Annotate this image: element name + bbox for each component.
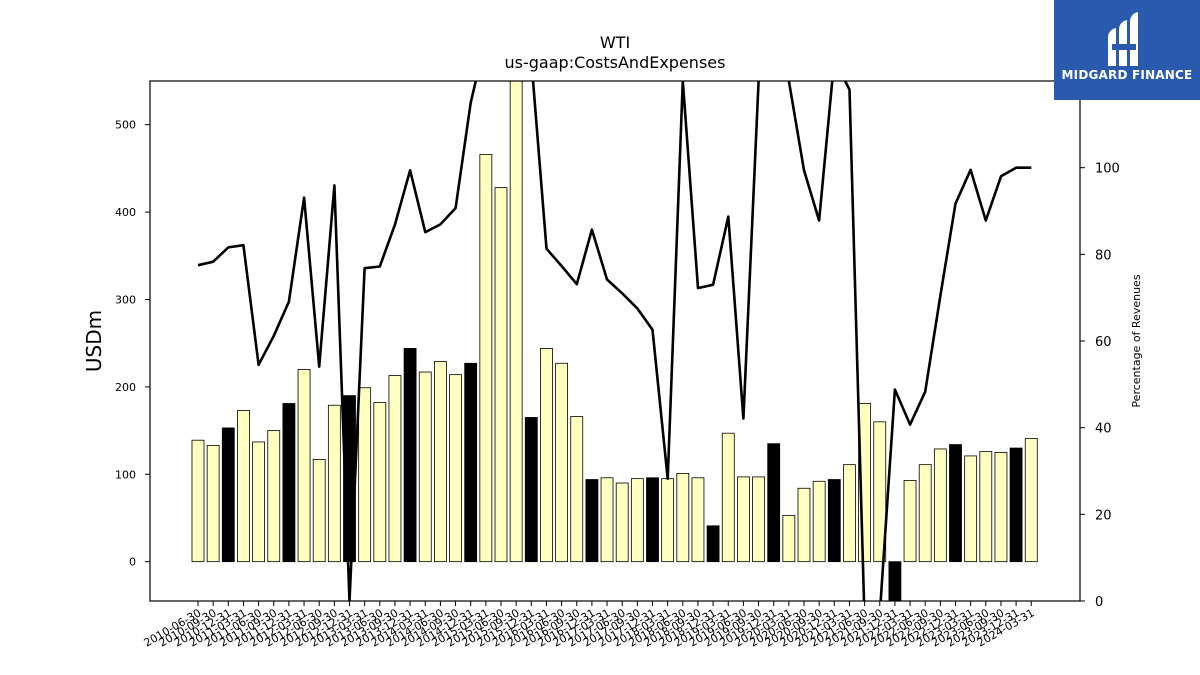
line-layer (197, 81, 1032, 601)
bar (555, 362, 568, 563)
bar (297, 369, 311, 563)
y-tick-label-left: 500 (115, 119, 136, 132)
y-tick-label-right: 20 (1095, 508, 1112, 523)
bar (661, 478, 675, 563)
bar (479, 154, 493, 563)
bar (237, 410, 250, 563)
y-tick-label-left: 200 (115, 381, 136, 394)
bar (449, 374, 462, 563)
y-tick-label-right: 100 (1095, 162, 1120, 177)
y-tick-label-right: 60 (1095, 335, 1112, 350)
y-tick-label-right: 80 (1095, 248, 1112, 263)
logo-mark-icon (1108, 12, 1138, 66)
bar (812, 480, 826, 563)
bar (979, 451, 993, 563)
y-axis-label-right: Percentage of Revenues (1130, 274, 1143, 407)
y-tick-label-left: 100 (115, 468, 136, 481)
bar (585, 479, 599, 563)
y-tick-label-right: 40 (1095, 422, 1112, 437)
bar (752, 476, 765, 563)
bar (267, 430, 281, 563)
bar (949, 444, 962, 563)
bar (933, 448, 947, 563)
brand-logo: MIDGARD FINANCE (1054, 0, 1200, 100)
ratio-line (197, 81, 1032, 601)
y-tick-label-left: 400 (115, 206, 136, 219)
bar (737, 476, 750, 563)
bar (433, 361, 447, 563)
bar (464, 362, 478, 563)
bar (903, 479, 917, 563)
chart-title: WTI (600, 33, 630, 52)
bar (964, 455, 978, 563)
bar (403, 348, 417, 563)
bar (509, 81, 523, 563)
bar (630, 478, 644, 563)
bar (252, 441, 266, 563)
bar (312, 459, 326, 563)
bar (418, 371, 432, 563)
bar (494, 187, 508, 563)
axes-layer: 01002003004005000204060801002010-06-3020… (115, 80, 1120, 650)
bar (327, 404, 341, 563)
bar (540, 348, 553, 563)
bar (721, 432, 735, 563)
bar (918, 464, 932, 563)
bar (1024, 438, 1038, 563)
bar (221, 427, 235, 563)
bars-layer (191, 81, 1038, 601)
bar (282, 403, 296, 563)
bar (691, 477, 705, 563)
bar (388, 375, 402, 563)
bar (191, 439, 205, 563)
bar (1009, 447, 1023, 563)
bar (615, 482, 629, 563)
bar (600, 477, 614, 563)
bar (706, 525, 720, 563)
bar (676, 473, 690, 563)
bar (570, 416, 584, 563)
bar (827, 479, 841, 563)
bar (206, 445, 220, 563)
y-axis-label-left: USDm (82, 310, 106, 372)
bar (843, 464, 856, 563)
bar (524, 417, 538, 563)
bar (888, 561, 902, 601)
bar (373, 402, 387, 563)
y-tick-label-left: 0 (129, 556, 136, 569)
bar (358, 387, 372, 563)
bar (797, 487, 811, 563)
bar (782, 514, 796, 563)
chart-subtitle: us-gaap:CostsAndExpenses (505, 53, 726, 72)
bar (646, 477, 659, 563)
bar (767, 443, 781, 563)
logo-text: MIDGARD FINANCE (1061, 68, 1193, 82)
bar (994, 452, 1008, 563)
bar (873, 421, 887, 563)
y-tick-label-right: 0 (1095, 595, 1103, 610)
y-tick-label-left: 300 (115, 293, 136, 306)
